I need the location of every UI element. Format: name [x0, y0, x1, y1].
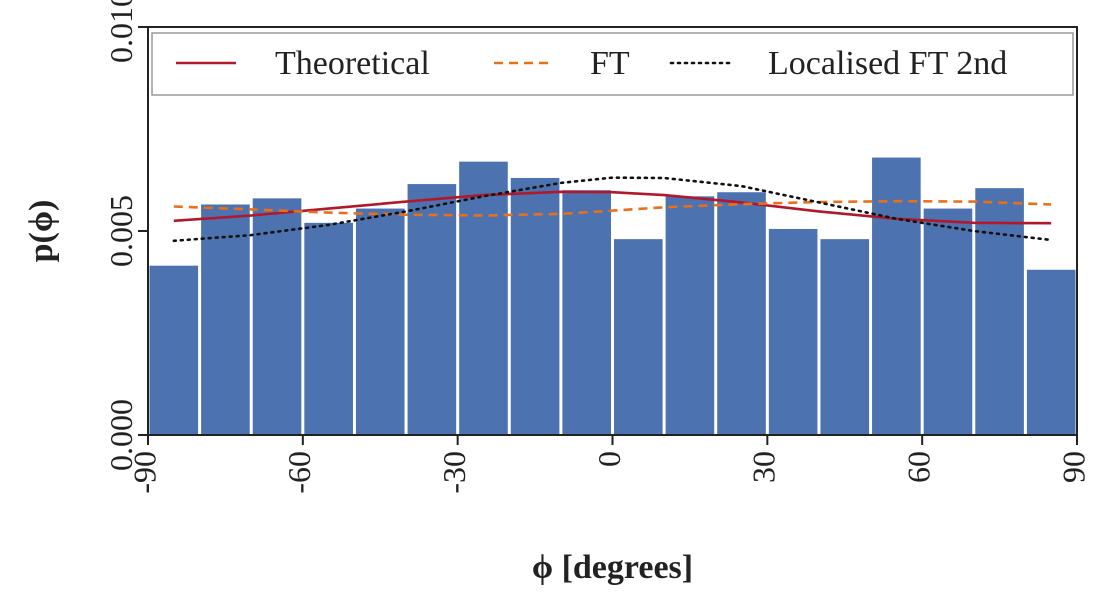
- series-line: [173, 190, 1052, 225]
- x-tick-label: 60: [901, 451, 937, 483]
- x-tick-label: -60: [281, 451, 317, 494]
- bar: [717, 192, 766, 435]
- bar: [510, 177, 560, 435]
- y-axis-label: p(ϕ): [23, 200, 60, 263]
- bar: [459, 161, 508, 435]
- bar: [201, 204, 250, 435]
- legend-label: Localised FT 2nd: [768, 45, 1007, 82]
- bar: [768, 228, 818, 435]
- series-lines: [172, 176, 1053, 243]
- bar: [665, 196, 715, 435]
- bar: [1026, 269, 1076, 435]
- legend: Theoretical FT Localised FT 2nd: [151, 32, 1074, 96]
- bar: [149, 265, 199, 435]
- x-tick-label: -30: [436, 451, 472, 494]
- bar: [872, 157, 921, 435]
- bar: [614, 239, 663, 435]
- legend-label: FT: [590, 45, 630, 82]
- bar: [975, 188, 1024, 435]
- axis-ticks: -90 -60 -30 0 30 60 90 0.000 0.005 0.010: [103, 0, 1091, 494]
- bar: [304, 222, 353, 435]
- bar: [252, 198, 302, 435]
- series-line: [173, 199, 1052, 217]
- bar: [407, 184, 457, 435]
- y-tick-label: 0.000: [103, 399, 139, 471]
- y-tick-label: 0.010: [103, 0, 139, 63]
- legend-box: [151, 32, 1074, 96]
- x-tick-label: 90: [1055, 451, 1091, 483]
- bar: [355, 208, 405, 435]
- bar: [820, 239, 870, 435]
- bar: [562, 190, 611, 435]
- series-line: [172, 176, 1053, 243]
- legend-label: Theoretical: [275, 45, 430, 82]
- histogram-bars: [149, 157, 1076, 435]
- x-tick-label: -90: [126, 451, 162, 494]
- x-tick-label: 30: [746, 451, 782, 483]
- bar: [923, 208, 973, 435]
- y-tick-label: 0.005: [103, 195, 139, 267]
- x-axis-label: ϕ [degrees]: [532, 549, 693, 586]
- x-tick-label: 0: [591, 451, 627, 467]
